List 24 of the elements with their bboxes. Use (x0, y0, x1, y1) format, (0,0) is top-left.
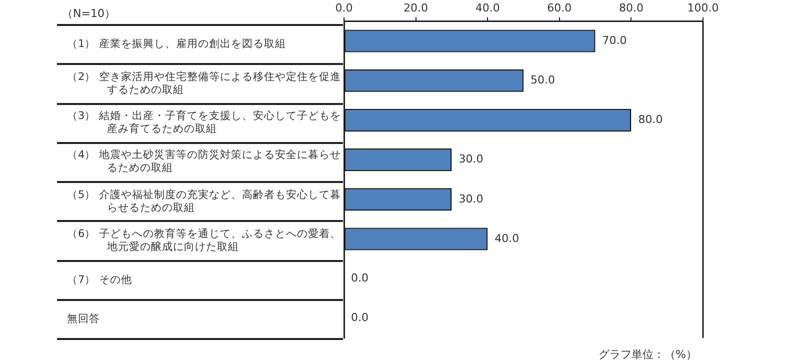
x-tick-label: 40.0 (475, 1, 500, 14)
text: （N=10） (62, 6, 116, 21)
data-label: 40.0 (494, 232, 520, 245)
y-tick-label: （3） 結婚・出産・子育てを支援し、安心して子どもを産み育てるための取組 (67, 110, 342, 136)
x-tick-label: 80.0 (618, 1, 644, 14)
data-label: 30.0 (458, 192, 484, 206)
data-label: 70.0 (602, 34, 627, 47)
data-label: 0.0 (351, 311, 368, 324)
y-tick-label: （7） その他 (67, 274, 132, 287)
data-label: 80.0 (638, 113, 663, 126)
text: グラフ単位：（%） (598, 347, 697, 362)
x-tick-label: 60.0 (547, 1, 572, 14)
x-tick-label: 100.0 (687, 1, 719, 14)
y-tick-label: （2） 空き家活用や住宅整備等による移住や定住を促進するための取組 (67, 70, 342, 97)
y-tick-label: （5） 介護や福祉制度の充実など、高齢者も安心して暮らせるための取組 (67, 188, 342, 215)
y-tick-label: （4） 地震や土砂災害等の防災対策による安全に暮らせるための取組 (67, 149, 342, 176)
y-tick-label: （6） 子どもへの教育等を通じて、ふるさとへの愛着、地元愛の醸成に向けた取組 (67, 228, 342, 254)
data-label: 0.0 (351, 271, 368, 284)
y-tick-label: （1） 産業を振興し、雇用の創出を図る取組 (67, 38, 286, 52)
data-label: 50.0 (530, 73, 555, 86)
data-label: 30.0 (458, 152, 484, 166)
x-tick-label: 20.0 (404, 1, 428, 14)
x-tick-label: 0.0 (335, 1, 353, 14)
y-tick-label: 無回答 (67, 312, 101, 326)
